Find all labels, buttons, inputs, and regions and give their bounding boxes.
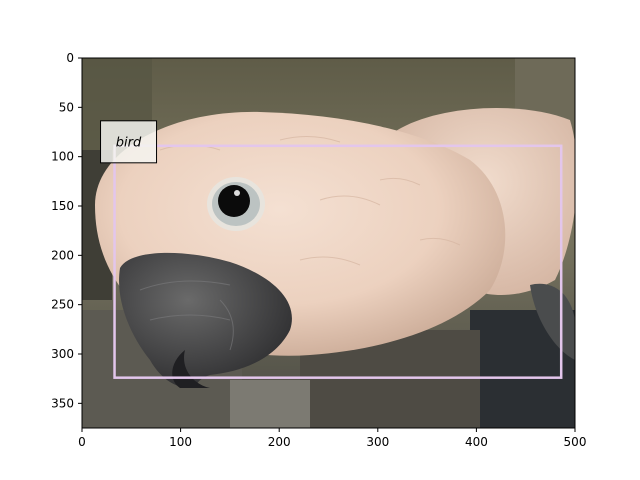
y-axis: 0 50 100 150 200 250 300 350 — [51, 51, 82, 410]
y-tick-label: 300 — [51, 347, 74, 361]
x-tick-label: 400 — [465, 435, 488, 449]
x-tick-label: 100 — [169, 435, 192, 449]
y-tick-label: 100 — [51, 150, 74, 164]
x-tick-label: 500 — [564, 435, 587, 449]
y-tick-label: 150 — [51, 199, 74, 213]
y-tick-label: 0 — [66, 51, 74, 65]
detection-label-text: bird — [116, 135, 142, 150]
detection-label-bird: bird — [100, 120, 158, 164]
x-tick-label: 300 — [366, 435, 389, 449]
y-tick-label: 200 — [51, 248, 74, 262]
x-axis: 0 100 200 300 400 500 — [78, 428, 586, 449]
detection-box-bird — [113, 144, 563, 379]
y-tick-label: 250 — [51, 298, 74, 312]
axes-frame — [81, 57, 576, 429]
x-tick-label: 0 — [78, 435, 86, 449]
bird-photo — [82, 58, 575, 428]
y-tick-label: 50 — [59, 100, 74, 114]
y-tick-label: 350 — [51, 396, 74, 410]
x-tick-label: 200 — [268, 435, 291, 449]
